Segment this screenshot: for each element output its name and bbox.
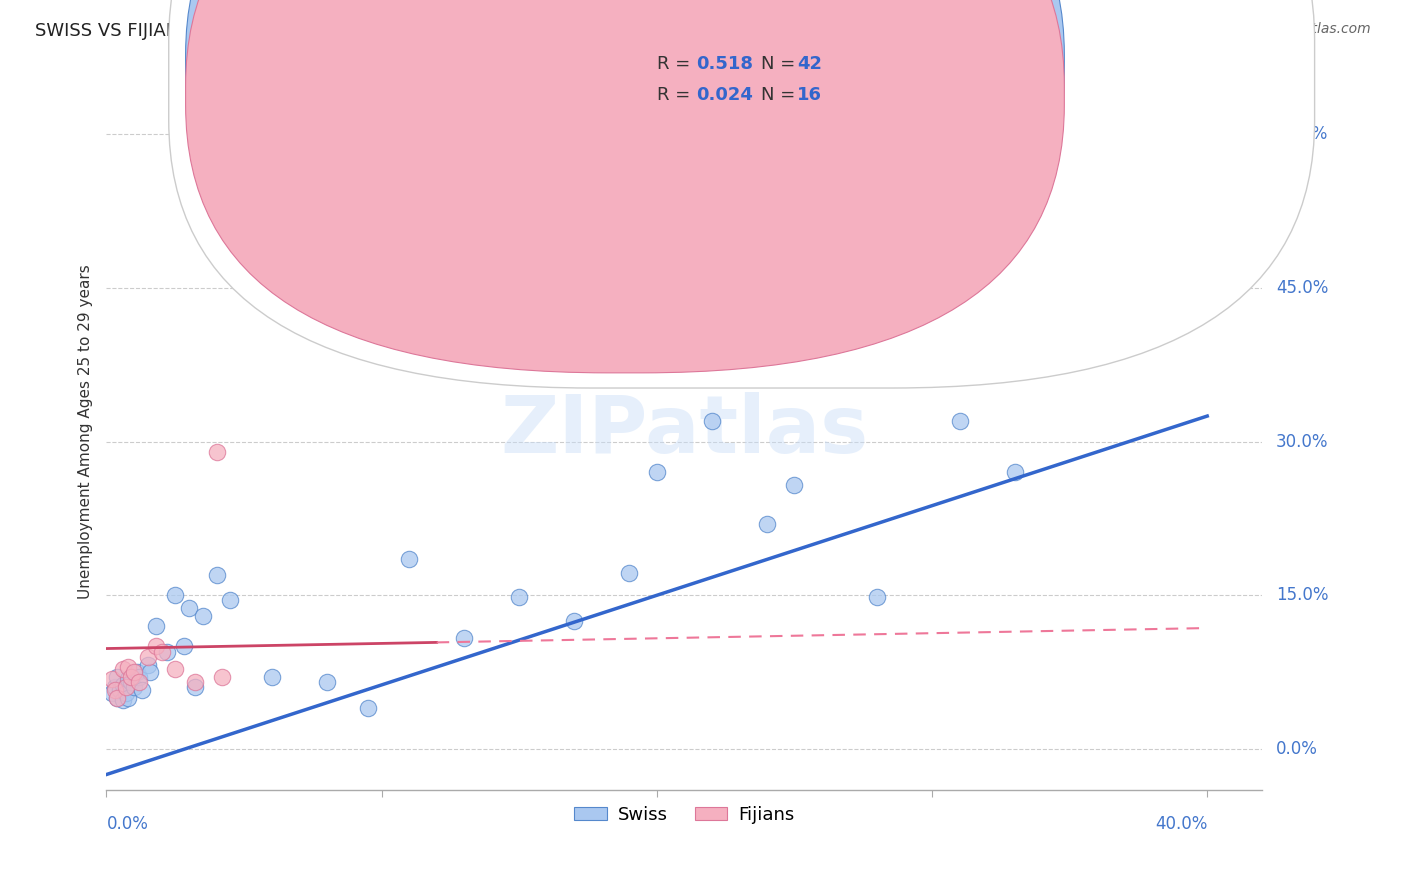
Point <box>120 675 142 690</box>
Point <box>125 665 148 679</box>
Point <box>104 681 127 695</box>
Point <box>165 588 187 602</box>
Text: 40.0%: 40.0% <box>1154 815 1208 833</box>
Point <box>114 685 136 699</box>
Point <box>111 678 134 692</box>
Point <box>1004 466 1026 480</box>
Point <box>136 657 159 672</box>
Point <box>866 591 889 605</box>
Point <box>117 660 139 674</box>
Point <box>114 681 136 695</box>
Point <box>453 632 475 646</box>
Point <box>131 682 153 697</box>
Text: 0.518: 0.518 <box>696 55 754 73</box>
Text: SWISS VS FIJIAN UNEMPLOYMENT AMONG AGES 25 TO 29 YEARS CORRELATION CHART: SWISS VS FIJIAN UNEMPLOYMENT AMONG AGES … <box>35 22 817 40</box>
Point <box>948 414 970 428</box>
Point <box>111 692 134 706</box>
Text: 45.0%: 45.0% <box>1277 279 1329 297</box>
Text: 0.024: 0.024 <box>696 87 752 104</box>
Point <box>205 567 228 582</box>
Point <box>191 608 214 623</box>
Text: N =: N = <box>761 87 800 104</box>
Point <box>755 516 778 531</box>
Point <box>107 690 129 705</box>
Point <box>145 640 167 654</box>
Point <box>117 673 139 687</box>
Point <box>205 445 228 459</box>
Point <box>183 675 205 690</box>
Y-axis label: Unemployment Among Ages 25 to 29 years: Unemployment Among Ages 25 to 29 years <box>79 264 93 599</box>
Point <box>145 619 167 633</box>
Point <box>177 600 200 615</box>
Text: 0.0%: 0.0% <box>107 815 149 833</box>
Point <box>104 682 127 697</box>
Point <box>120 670 142 684</box>
Point <box>1140 107 1163 121</box>
Text: ZIPatlas: ZIPatlas <box>501 392 869 470</box>
Legend: Swiss, Fijians: Swiss, Fijians <box>567 798 801 831</box>
Text: R =: R = <box>657 87 696 104</box>
Point <box>211 670 233 684</box>
Point <box>183 681 205 695</box>
Text: R =: R = <box>657 55 696 73</box>
Point <box>783 477 806 491</box>
Point <box>260 670 283 684</box>
Point <box>165 662 187 676</box>
Point <box>562 614 585 628</box>
Point <box>619 566 641 580</box>
Point <box>219 593 242 607</box>
Point <box>315 675 337 690</box>
Text: 60.0%: 60.0% <box>1277 126 1329 144</box>
Point <box>101 685 124 699</box>
Point <box>357 701 380 715</box>
Point <box>700 414 723 428</box>
Point <box>122 681 145 695</box>
Point <box>150 645 173 659</box>
Point <box>107 670 129 684</box>
Text: 0.0%: 0.0% <box>1277 739 1317 758</box>
Text: N =: N = <box>761 55 800 73</box>
Text: 42: 42 <box>797 55 823 73</box>
Point <box>101 673 124 687</box>
Text: Source: ZipAtlas.com: Source: ZipAtlas.com <box>1223 22 1371 37</box>
Text: 30.0%: 30.0% <box>1277 433 1329 450</box>
Point <box>139 665 162 679</box>
Point <box>111 662 134 676</box>
Point <box>156 645 179 659</box>
Point <box>173 640 195 654</box>
Point <box>136 649 159 664</box>
Point <box>508 591 530 605</box>
Point <box>110 682 132 697</box>
Point <box>122 665 145 679</box>
Text: 15.0%: 15.0% <box>1277 586 1329 604</box>
Point <box>107 690 129 705</box>
Point <box>398 552 420 566</box>
Point <box>128 670 150 684</box>
Point <box>128 675 150 690</box>
Point <box>117 690 139 705</box>
Text: 16: 16 <box>797 87 823 104</box>
Point <box>645 466 668 480</box>
